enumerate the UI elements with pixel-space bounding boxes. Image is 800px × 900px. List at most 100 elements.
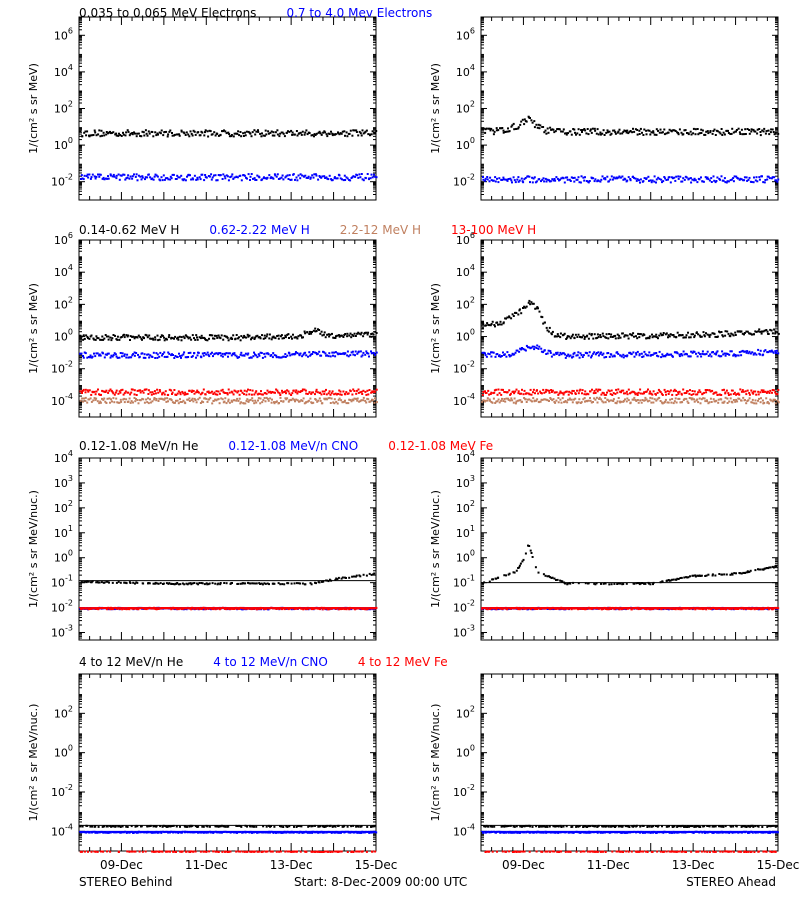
data-point	[234, 390, 237, 393]
data-point	[250, 393, 253, 396]
data-point	[322, 580, 325, 583]
data-point	[312, 608, 315, 610]
data-point	[648, 351, 651, 354]
data-point	[512, 390, 515, 393]
data-point	[592, 337, 595, 340]
data-point	[649, 396, 652, 399]
data-point	[214, 352, 217, 355]
data-point	[103, 397, 106, 400]
data-point	[622, 353, 625, 356]
data-point	[191, 397, 194, 400]
data-point	[101, 397, 103, 400]
data-point	[117, 173, 120, 176]
data-point	[732, 177, 735, 180]
data-point	[681, 401, 684, 404]
data-point	[98, 129, 101, 132]
data-point	[198, 176, 201, 179]
data-point	[171, 391, 174, 394]
data-point	[188, 400, 191, 402]
data-point	[263, 582, 266, 585]
data-point	[201, 336, 204, 339]
data-point	[193, 392, 196, 395]
data-point	[350, 400, 353, 403]
data-point	[277, 334, 280, 337]
data-point	[159, 390, 162, 393]
data-point	[577, 128, 580, 131]
data-point	[698, 389, 701, 392]
data-point	[149, 401, 152, 404]
data-point	[763, 401, 766, 404]
data-point	[353, 390, 356, 392]
data-point	[273, 354, 276, 357]
data-point	[208, 355, 211, 358]
data-point	[299, 352, 302, 355]
data-point	[111, 175, 114, 178]
data-point	[639, 181, 641, 184]
data-point	[96, 337, 99, 339]
data-point	[232, 353, 235, 356]
data-point	[374, 353, 377, 356]
data-point	[340, 399, 343, 402]
data-point	[763, 390, 766, 393]
data-point	[172, 607, 175, 610]
data-point	[116, 356, 119, 359]
data-point	[683, 353, 686, 356]
y-tick-label: 10-1	[51, 574, 73, 590]
data-point	[163, 336, 165, 339]
data-point	[755, 402, 758, 405]
data-point	[147, 393, 150, 395]
data-point	[325, 388, 327, 391]
data-point	[345, 391, 348, 394]
data-point	[601, 400, 604, 403]
data-point	[159, 607, 162, 610]
data-point	[89, 134, 92, 137]
data-point	[353, 575, 355, 578]
data-point	[581, 392, 583, 395]
data-point	[641, 334, 644, 337]
data-point	[112, 392, 115, 395]
data-point	[86, 389, 89, 392]
data-point	[724, 354, 727, 357]
data-point	[81, 392, 83, 394]
data-point	[537, 307, 539, 310]
data-point	[344, 393, 347, 396]
plot-frame	[78, 457, 377, 641]
data-point	[741, 133, 744, 136]
plot-frame	[78, 239, 377, 418]
data-point	[688, 355, 691, 358]
data-point	[693, 177, 696, 180]
data-point	[235, 355, 238, 358]
data-point	[351, 333, 354, 336]
data-point	[660, 334, 663, 337]
data-point	[486, 176, 489, 178]
data-point	[148, 356, 151, 359]
data-point	[571, 392, 573, 395]
data-point	[510, 354, 513, 357]
data-point	[136, 179, 139, 182]
data-point	[773, 328, 776, 331]
data-point	[321, 175, 324, 178]
data-point	[362, 351, 365, 354]
data-point	[178, 133, 181, 136]
data-point	[161, 353, 164, 355]
data-point	[671, 393, 674, 396]
data-point	[80, 335, 83, 338]
data-point	[155, 134, 158, 137]
data-point	[612, 398, 615, 401]
data-point	[738, 131, 741, 134]
data-point	[250, 356, 253, 359]
data-point	[634, 128, 637, 131]
data-point	[734, 400, 737, 403]
data-point	[720, 331, 723, 333]
data-point	[502, 321, 505, 324]
data-point	[482, 178, 485, 181]
data-point	[335, 177, 338, 180]
data-point	[118, 401, 121, 404]
data-point	[99, 135, 102, 138]
data-point	[694, 128, 697, 131]
data-point	[352, 335, 355, 337]
data-point	[700, 128, 703, 131]
data-point	[538, 178, 541, 181]
data-point	[709, 397, 712, 400]
data-point	[737, 354, 740, 357]
